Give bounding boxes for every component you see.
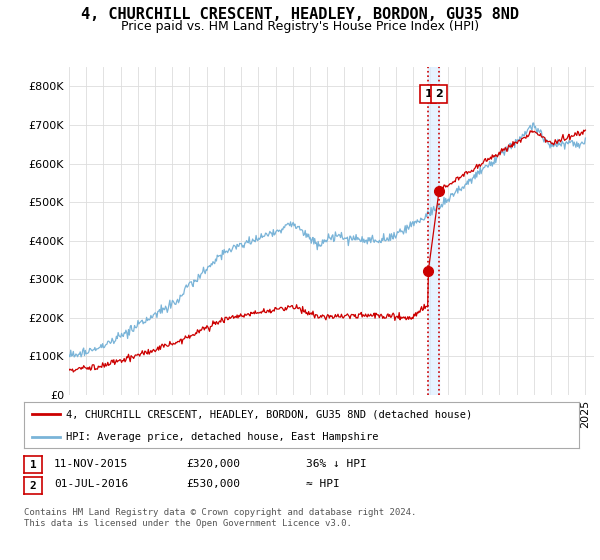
Text: 11-NOV-2015: 11-NOV-2015 xyxy=(54,459,128,469)
Text: £530,000: £530,000 xyxy=(186,479,240,489)
Text: 2: 2 xyxy=(435,89,443,99)
Text: Contains HM Land Registry data © Crown copyright and database right 2024.
This d: Contains HM Land Registry data © Crown c… xyxy=(24,508,416,528)
Text: 4, CHURCHILL CRESCENT, HEADLEY, BORDON, GU35 8ND: 4, CHURCHILL CRESCENT, HEADLEY, BORDON, … xyxy=(81,7,519,22)
Text: ≈ HPI: ≈ HPI xyxy=(306,479,340,489)
Text: 4, CHURCHILL CRESCENT, HEADLEY, BORDON, GU35 8ND (detached house): 4, CHURCHILL CRESCENT, HEADLEY, BORDON, … xyxy=(65,409,472,419)
Text: 2: 2 xyxy=(29,480,37,491)
Text: 01-JUL-2016: 01-JUL-2016 xyxy=(54,479,128,489)
Text: 36% ↓ HPI: 36% ↓ HPI xyxy=(306,459,367,469)
Text: 1: 1 xyxy=(424,89,432,99)
Bar xyxy=(428,67,439,395)
Text: Price paid vs. HM Land Registry's House Price Index (HPI): Price paid vs. HM Land Registry's House … xyxy=(121,20,479,32)
Text: 1: 1 xyxy=(29,460,37,470)
Text: £320,000: £320,000 xyxy=(186,459,240,469)
Text: HPI: Average price, detached house, East Hampshire: HPI: Average price, detached house, East… xyxy=(65,432,378,441)
